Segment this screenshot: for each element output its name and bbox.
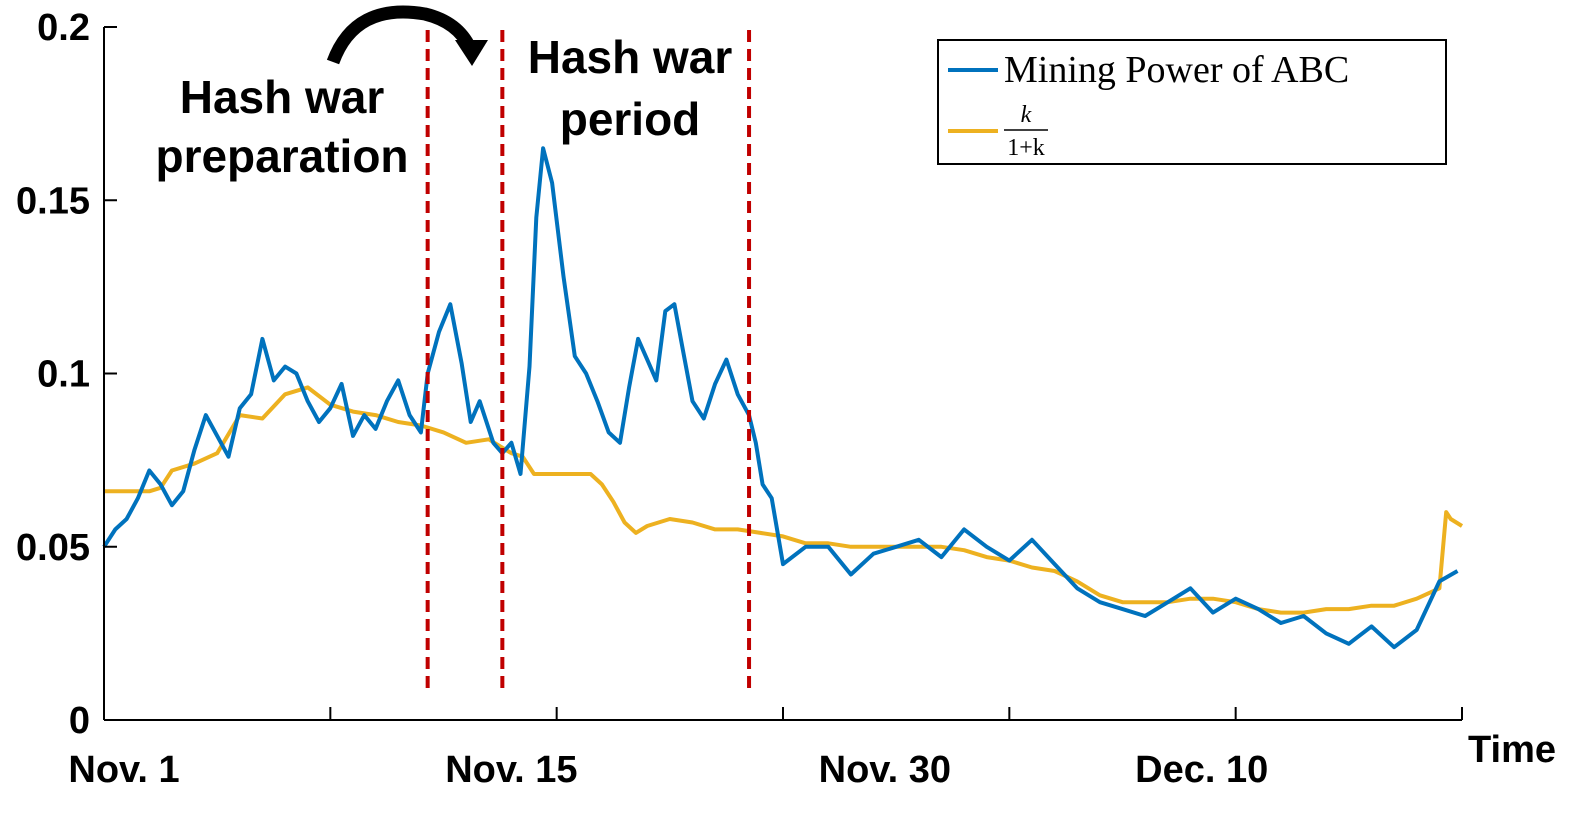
y-tick-label: 0.05 [16, 527, 90, 569]
series-line-1 [104, 385, 1464, 615]
x-axis-label: Time [1468, 729, 1556, 771]
x-tick-label: Nov. 15 [445, 749, 577, 791]
tick-labels: 0 0.05 0.1 0.15 0.2 Nov. 1 Nov. 15 Nov. 30 Dec. … [16, 7, 1268, 791]
y-tick-label: 0.2 [37, 7, 90, 49]
annotation-preparation-line1: Hash war [180, 71, 385, 123]
legend-box [937, 39, 1447, 165]
annotation-preparation-line2: preparation [155, 130, 408, 182]
y-tick-label: 0.15 [16, 180, 90, 222]
curved-arrow-icon [326, 5, 488, 66]
series-line-0 [102, 146, 1459, 650]
x-tick-label: Nov. 30 [819, 749, 951, 791]
legend-label-k-numerator: k [1021, 102, 1032, 128]
legend-label-mining-power: Mining Power of ABC [1004, 49, 1349, 91]
legend-label-k-denominator: 1+k [1007, 135, 1045, 161]
vertical-markers [425, 30, 752, 695]
x-tick-label: Nov. 1 [68, 749, 179, 791]
annotation-period-line1: Hash war [528, 31, 733, 83]
x-tick-label: Dec. 10 [1135, 749, 1268, 791]
y-tick-label: 0 [69, 700, 90, 742]
annotation-period-line2: period [560, 93, 701, 145]
plot-area [102, 146, 1464, 650]
y-tick-label: 0.1 [37, 354, 90, 396]
annotation-preparation: Hash war preparation [155, 71, 408, 182]
axes [103, 26, 1463, 721]
legend: Mining Power of ABC k 1+k [937, 39, 1447, 165]
annotation-period: Hash war period [528, 31, 733, 145]
